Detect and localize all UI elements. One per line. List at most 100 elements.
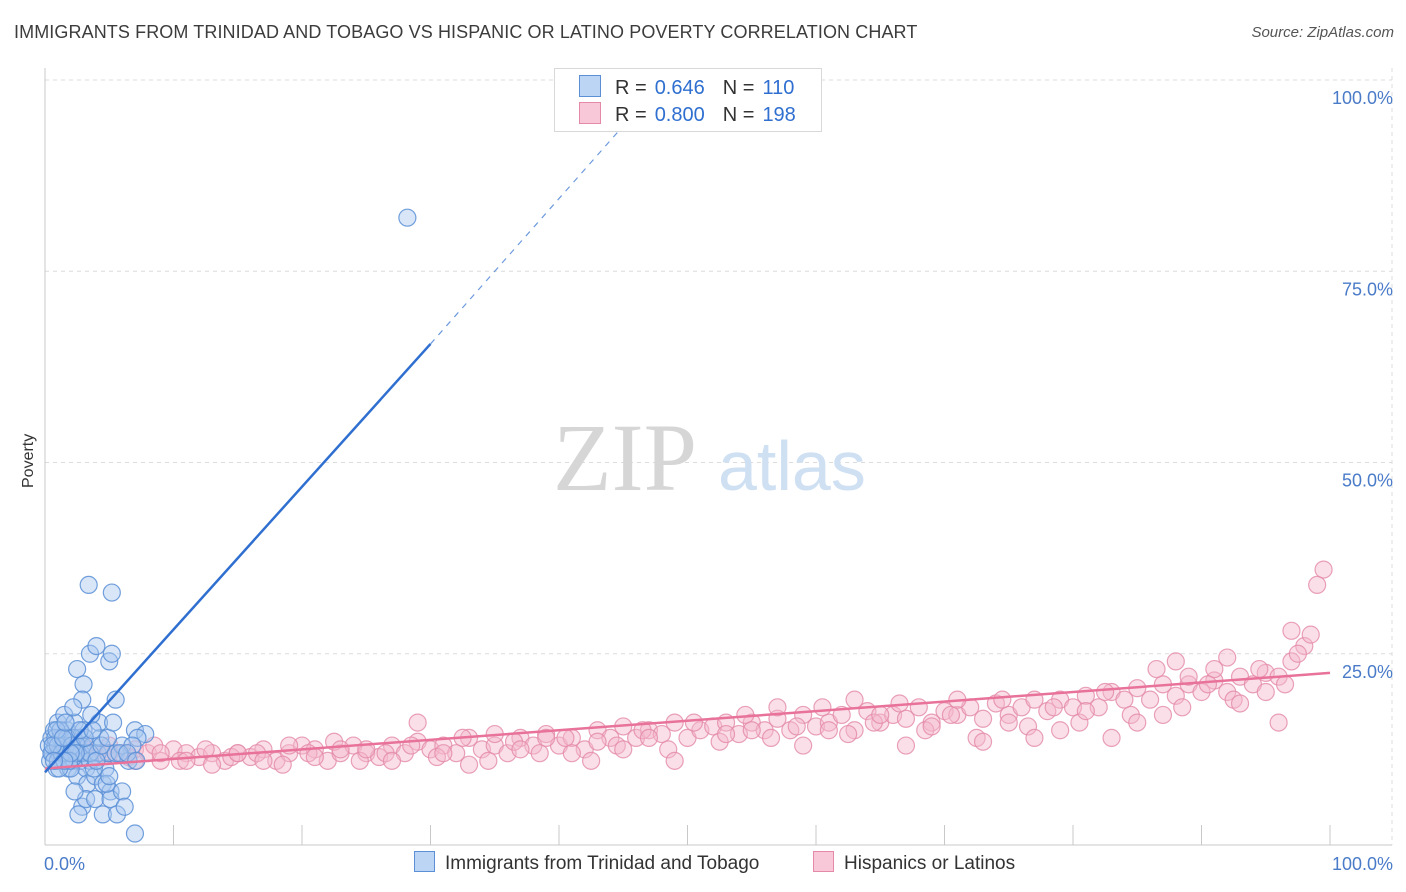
hispanic-point: [896, 736, 916, 755]
hispanic-point: [408, 713, 427, 732]
hispanic-point: [382, 751, 402, 770]
hispanic-point: [511, 740, 530, 759]
legend-n-value: 198: [762, 104, 796, 126]
trinidad-point: [115, 797, 134, 816]
hispanic-point: [1140, 690, 1160, 709]
hispanic-point: [305, 747, 324, 767]
hispanic-point: [170, 751, 190, 770]
hispanic-point: [196, 740, 215, 759]
hispanic-point: [537, 728, 556, 748]
trinidad-point: [125, 824, 145, 843]
legend-n-label: N =: [722, 77, 755, 99]
trinidad-point: [106, 690, 125, 709]
legend-r-label: R =: [615, 104, 647, 126]
y-tick-label: 100.0%: [1332, 88, 1393, 108]
bottom-swatch-blue: [414, 851, 435, 872]
legend-r-value: 0.646: [654, 77, 705, 99]
y-tick-label: 75.0%: [1342, 279, 1393, 299]
legend-swatch-pink: [579, 102, 601, 124]
bottom-legend-hispanic: Hispanics or Latinos: [813, 851, 1015, 875]
trinidad-point: [104, 713, 123, 732]
hispanic-point: [742, 721, 761, 740]
hispanic-point: [588, 732, 607, 751]
hispanic-point: [202, 755, 222, 774]
hispanic-point: [1025, 728, 1044, 748]
hispanic-point: [459, 755, 479, 774]
x-tick-label: 0.0%: [44, 854, 85, 874]
bottom-legend-label: Immigrants from Trinidad and Tobago: [445, 853, 760, 874]
hispanic-point: [716, 724, 736, 744]
hispanic-point: [1198, 675, 1218, 694]
hispanic-point: [896, 709, 916, 728]
hispanic-points: [48, 560, 1333, 774]
hispanic-point: [1205, 659, 1224, 679]
hispanic-point: [562, 744, 581, 763]
hispanic-point: [1179, 667, 1198, 686]
trinidad-point: [82, 705, 101, 725]
hispanic-point: [871, 705, 890, 725]
y-tick-label: 25.0%: [1342, 662, 1393, 682]
hispanic-point: [665, 751, 684, 770]
hispanic-point: [941, 705, 961, 725]
trinidad-point: [91, 728, 110, 748]
hispanic-point: [1153, 705, 1173, 725]
trinidad-point: [107, 805, 127, 824]
hispanic-point: [1102, 728, 1121, 748]
watermark-zip: ZIP: [553, 404, 697, 511]
x-axis: [44, 825, 1392, 846]
hispanic-point: [1256, 682, 1275, 702]
trinidad-point: [65, 782, 84, 801]
hispanic-point: [1166, 686, 1185, 705]
trinidad-point: [102, 583, 121, 602]
watermark: ZIP atlas: [553, 404, 866, 511]
trinidad-point: [68, 659, 87, 679]
trinidad-point: [110, 744, 129, 763]
trinidad-point: [100, 767, 119, 786]
hispanic-point: [813, 698, 832, 717]
trinidad-point: [87, 636, 106, 656]
trinidad-point: [70, 721, 89, 740]
legend-n-value: 110: [762, 77, 795, 99]
hispanic-point: [1070, 713, 1089, 732]
hispanic-point: [434, 744, 453, 763]
hispanic-point: [614, 740, 633, 759]
trinidad-point: [102, 644, 121, 663]
hispanic-point: [839, 724, 858, 744]
hispanic-point: [973, 732, 993, 751]
hispanic-point: [1230, 694, 1250, 713]
hispanic-point: [1308, 575, 1327, 595]
hispanic-point: [1282, 621, 1301, 640]
trinidad-point: [56, 713, 75, 732]
hispanic-point: [1147, 659, 1166, 679]
hispanic-point: [768, 698, 787, 717]
hispanic-point: [973, 709, 993, 728]
hispanic-point: [1096, 682, 1115, 702]
hispanic-point: [639, 728, 659, 748]
correlation-legend: R = 0.646 N = 110 R = 0.800 N = 198: [554, 68, 822, 132]
hispanic-point: [1275, 675, 1295, 694]
source-label: Source: ZipAtlas.com: [1251, 24, 1394, 41]
hispanic-point: [1301, 625, 1320, 644]
x-tick-label: 100.0%: [1332, 854, 1393, 874]
trinidad-point: [74, 675, 93, 694]
trinidad-point: [98, 728, 118, 748]
hispanic-point: [684, 713, 704, 732]
bottom-legend-trinidad: Immigrants from Trinidad and Tobago: [414, 851, 759, 875]
hispanic-point: [787, 717, 806, 736]
trinidad-point: [87, 751, 106, 770]
y-tick-label: 50.0%: [1342, 471, 1393, 491]
hispanic-point: [819, 721, 838, 740]
legend-row-hispanic: R = 0.800 N = 198: [579, 102, 796, 126]
hispanic-point: [530, 744, 549, 763]
trinidad-point: [79, 575, 98, 595]
hispanic-point: [1288, 644, 1307, 663]
x-tick-labels: 0.0% 100.0%: [44, 854, 1393, 874]
trinidad-point: [69, 805, 88, 824]
trinidad-point: [53, 728, 73, 748]
hispanic-point: [1044, 698, 1063, 717]
hispanic-point: [659, 740, 678, 759]
hispanic-point: [273, 755, 292, 774]
hispanic-trend-line: [44, 671, 1331, 770]
hispanic-point: [761, 728, 781, 748]
